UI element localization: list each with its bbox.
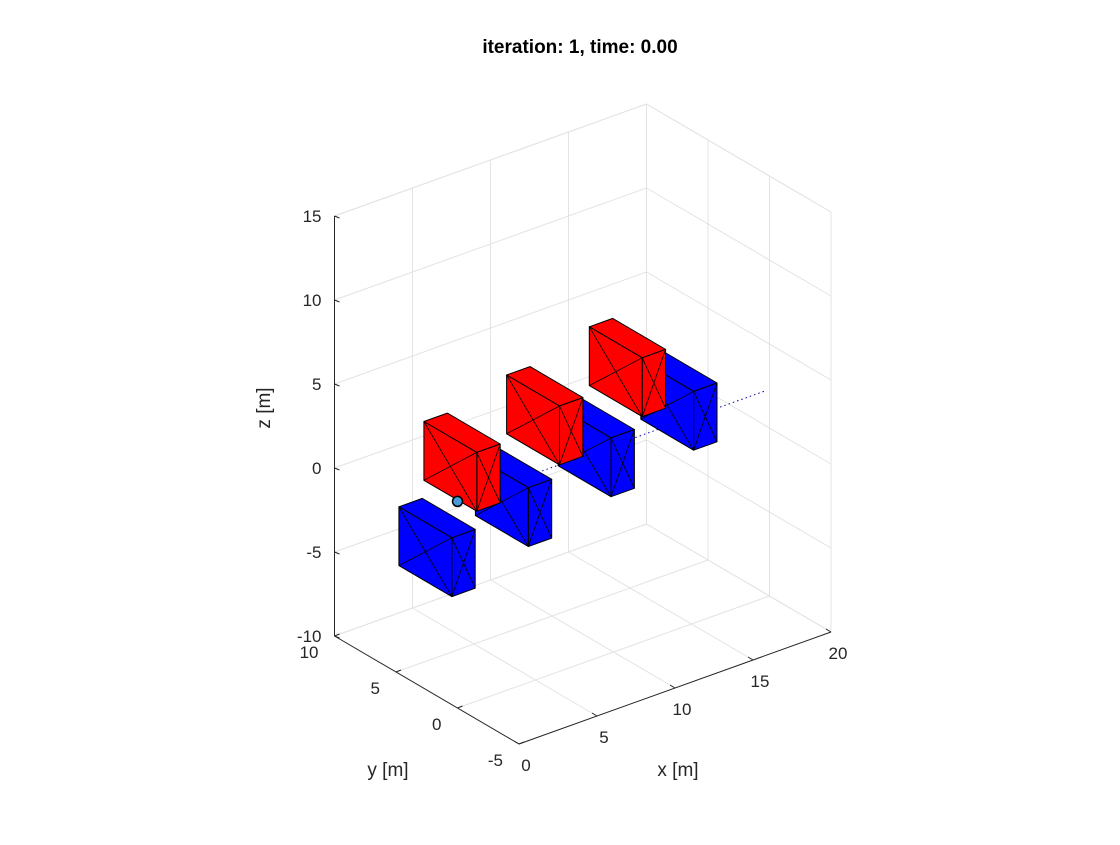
z-tick-label: -5 (306, 543, 321, 562)
grid-line-floor-y (457, 595, 770, 709)
box-side-diagonal (641, 357, 666, 409)
box-front-diagonal (640, 391, 694, 420)
grid-line-side-z (646, 523, 832, 633)
grid-line-back-z (334, 523, 647, 637)
box-blue-1 (398, 497, 476, 598)
box-front-diagonal (589, 357, 643, 386)
y-tick-label: 5 (371, 679, 380, 698)
grid-line-floor-y (395, 559, 709, 673)
x-tick (591, 712, 598, 717)
grid-line-floor-x (568, 551, 754, 661)
box-front-diagonal (506, 405, 560, 435)
grid-line-floor-x (490, 579, 676, 689)
box-front-diagonal (475, 487, 529, 516)
y-tick (518, 741, 525, 745)
y-axis-line (334, 635, 520, 745)
y-tick (395, 669, 402, 673)
grid-line-side-z (646, 439, 832, 549)
box-front-diagonal (423, 452, 477, 481)
x-tick (747, 656, 754, 661)
box-edge-top-back (334, 103, 647, 217)
x-tick (513, 740, 520, 745)
grid-line-back-z (334, 271, 647, 385)
box-side-diagonal (476, 452, 501, 503)
x-axis-label: x [m] (657, 760, 698, 781)
y-tick-label: -5 (488, 751, 503, 770)
box-red-2 (506, 366, 584, 466)
z-tick-label: 15 (303, 207, 322, 226)
y-tick (334, 633, 340, 637)
z-axis-label: z [m] (254, 387, 275, 428)
z-tick-label: -10 (297, 627, 322, 646)
grid-line-floor-x (412, 607, 598, 717)
z-tick (334, 299, 340, 303)
x-tick-label: 5 (599, 728, 608, 747)
box-red-3 (588, 317, 667, 418)
vehicle-marker (451, 495, 464, 508)
x-tick (669, 684, 676, 689)
z-tick-label: 10 (303, 291, 322, 310)
box-side-diagonal (527, 487, 553, 539)
box-front-diagonal (398, 537, 452, 566)
z-tick (334, 467, 340, 471)
box-side-diagonal (559, 405, 584, 457)
box-side-diagonal (693, 391, 718, 442)
y-tick (457, 705, 463, 709)
x-tick-label: 15 (751, 672, 770, 691)
z-tick (334, 383, 340, 387)
x-tick (825, 628, 832, 633)
box-side-diagonal (610, 437, 635, 489)
x-tick-label: 10 (673, 700, 692, 719)
z-tick-label: 0 (312, 459, 321, 478)
x-tick-label: 0 (521, 756, 530, 775)
x-tick-label: 20 (829, 644, 848, 663)
grid-line-side-z (646, 271, 832, 381)
chart-title: iteration: 1, time: 0.00 (482, 37, 677, 58)
z-tick (334, 635, 340, 639)
grid-line-back-z (334, 187, 647, 301)
z-tick (334, 215, 340, 219)
y-tick-label: 0 (432, 715, 441, 734)
y-axis-label: y [m] (367, 760, 408, 781)
scene-layer (398, 317, 765, 598)
y-tick-label: 10 (300, 643, 319, 662)
box-red-1 (423, 412, 501, 512)
z-tick (334, 551, 340, 555)
box-edge-top-side (646, 103, 832, 213)
grid-line-side-z (646, 187, 832, 297)
box-side-diagonal (451, 537, 476, 589)
z-tick-label: 5 (312, 375, 321, 394)
